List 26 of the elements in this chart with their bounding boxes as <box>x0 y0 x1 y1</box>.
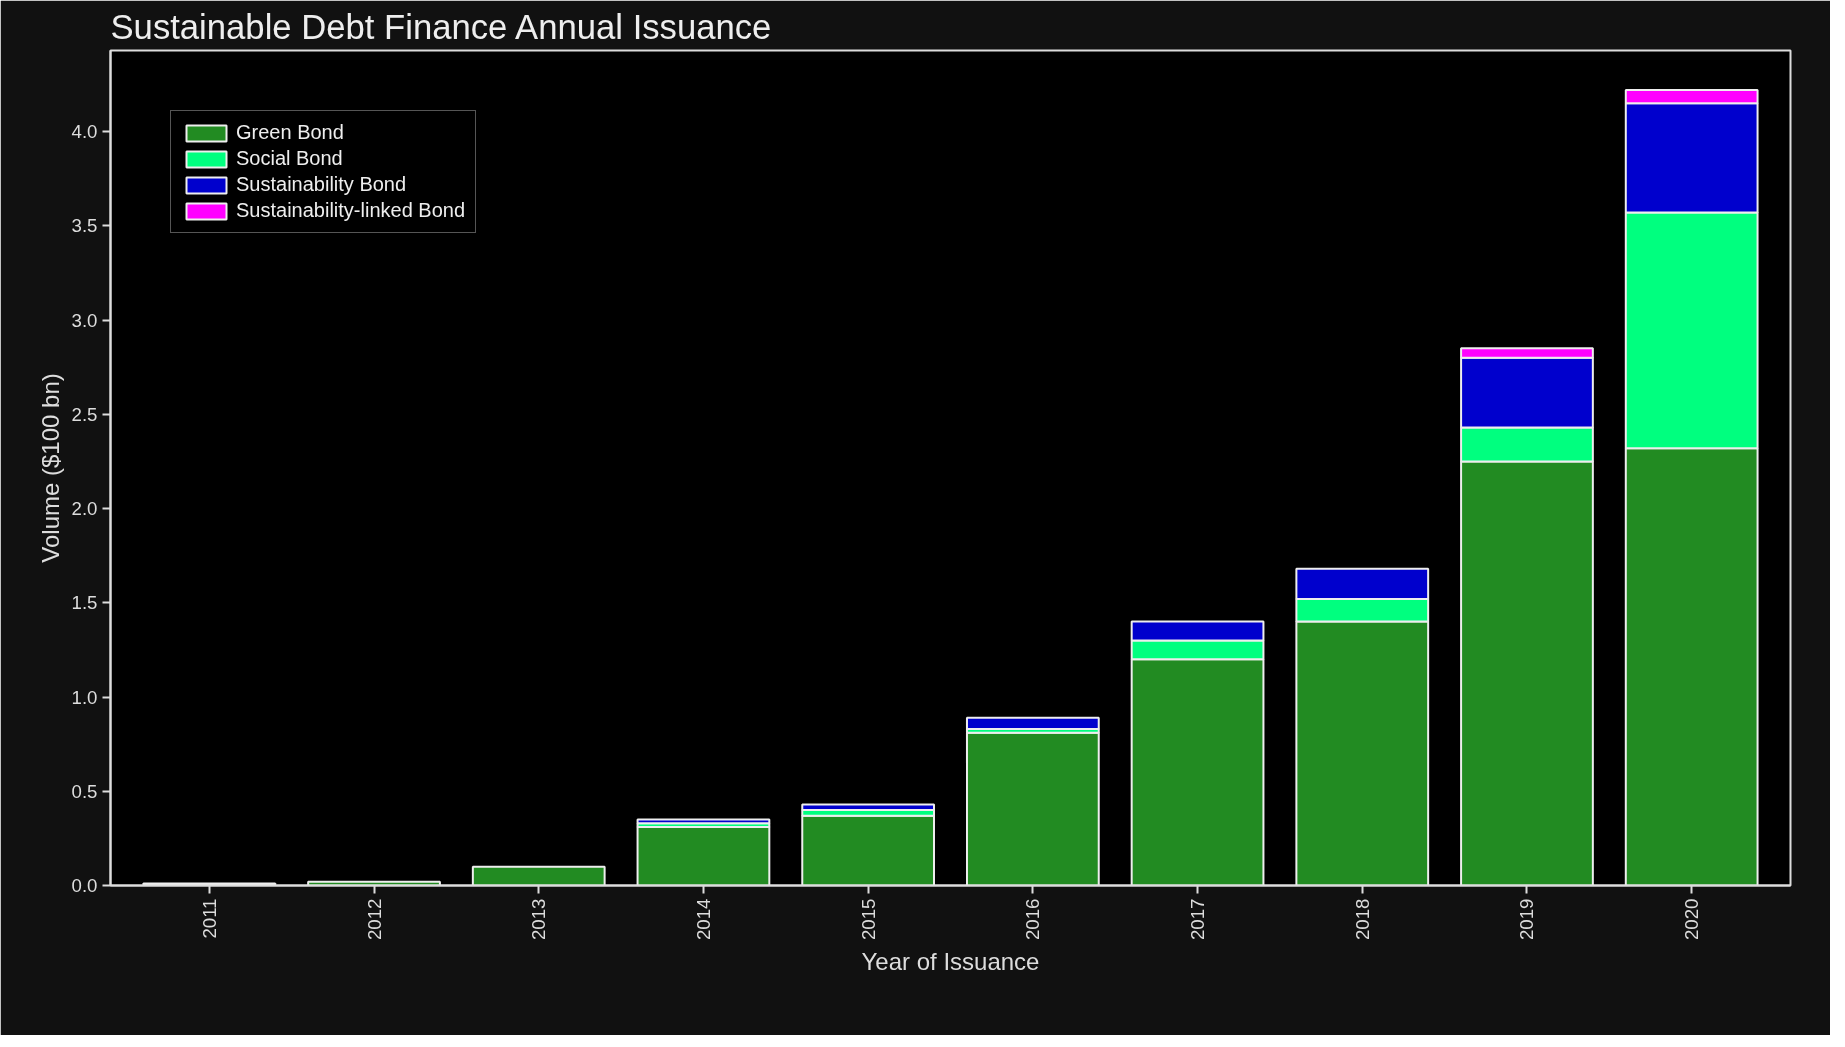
x-tick-label: 2012 <box>363 898 385 940</box>
y-tick-label: 3.5 <box>71 215 98 237</box>
x-tick-label: 2016 <box>1022 898 1044 940</box>
y-tick-label: 0.5 <box>71 780 98 802</box>
x-tick-label: 2013 <box>528 898 550 940</box>
chart-title: Sustainable Debt Finance Annual Issuance <box>110 7 772 46</box>
legend-label: Sustainability Bond <box>236 173 407 196</box>
legend-label: Green Bond <box>236 121 344 144</box>
y-tick-label: 2.0 <box>71 498 98 520</box>
x-tick-label: 2015 <box>857 898 879 940</box>
x-axis-title: Year of Issuance <box>861 948 1040 975</box>
x-tick-label: 2020 <box>1681 898 1703 940</box>
y-tick-label: 4.0 <box>71 121 98 143</box>
legend-label: Social Bond <box>236 147 343 170</box>
x-tick-label: 2017 <box>1187 898 1209 940</box>
y-axis-title: Volume ($100 bn) <box>36 373 64 563</box>
y-tick-label: 3.0 <box>71 309 98 331</box>
y-tick-label: 1.0 <box>71 686 98 708</box>
x-tick-label: 2018 <box>1351 898 1373 940</box>
y-tick-label: 1.5 <box>71 592 98 614</box>
x-tick-label: 2014 <box>692 898 714 940</box>
y-tick-label: 2.5 <box>71 403 98 425</box>
x-tick-label: 2011 <box>198 898 220 939</box>
legend-label: Sustainability-linked Bond <box>236 199 466 222</box>
y-tick-label: 0.0 <box>71 875 98 896</box>
x-tick-label: 2019 <box>1516 898 1538 940</box>
